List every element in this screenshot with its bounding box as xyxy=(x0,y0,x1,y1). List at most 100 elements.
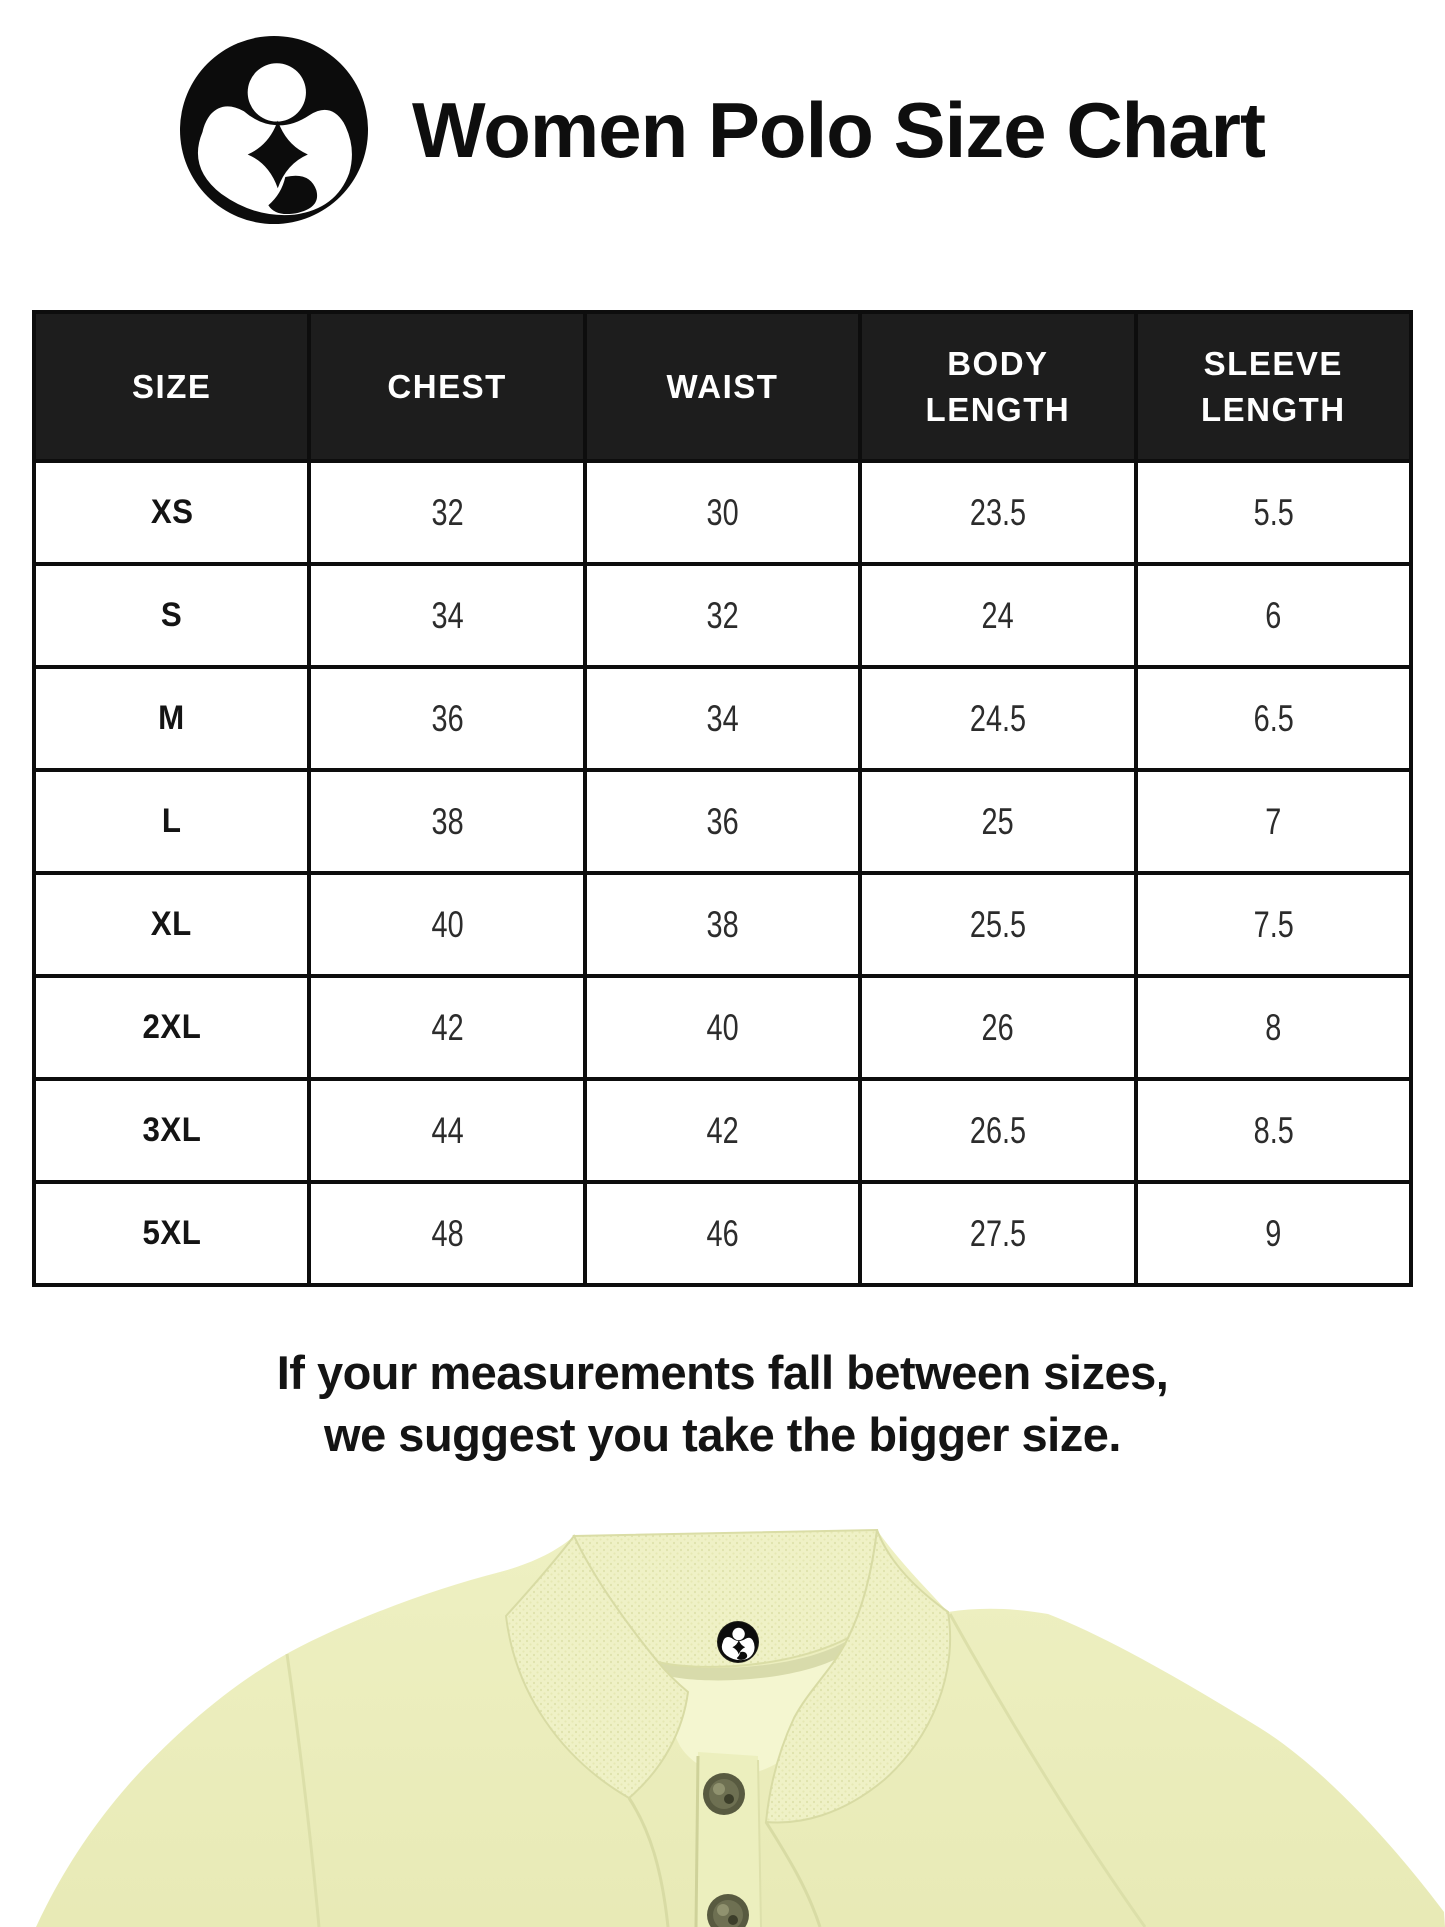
size-label: XS xyxy=(150,493,194,531)
left-collar-crease xyxy=(627,1797,670,1927)
value-text: 40 xyxy=(431,903,464,945)
chest-cell: 44 xyxy=(307,1077,587,1184)
column-header-waist: WAIST xyxy=(582,310,863,463)
value-text: 6.5 xyxy=(1253,697,1294,739)
value-text: 5.5 xyxy=(1253,491,1294,533)
column-label: WAIST xyxy=(666,367,779,405)
sleeve-length-cell: 7 xyxy=(1133,768,1414,875)
body-length-cell: 25.5 xyxy=(858,871,1138,978)
body-length-cell: 24.5 xyxy=(858,665,1138,772)
column-header-body-length: BODY LENGTH xyxy=(858,310,1138,463)
waist-cell: 30 xyxy=(582,459,863,566)
chest-cell: 36 xyxy=(307,665,587,772)
value-text: 34 xyxy=(706,697,739,739)
polo-button xyxy=(703,1773,745,1815)
value-text: 9 xyxy=(1265,1212,1282,1254)
right-sleeve-seam xyxy=(948,1613,1147,1927)
table-header-row: SIZE CHEST WAIST BODY LENGTH SLEEVE LENG… xyxy=(31,310,1414,463)
value-text: 36 xyxy=(431,697,464,739)
size-cell: L xyxy=(31,768,312,875)
body-length-cell: 23.5 xyxy=(858,459,1138,566)
value-text: 42 xyxy=(706,1109,739,1151)
value-text: 30 xyxy=(706,491,739,533)
size-chart-table: SIZE CHEST WAIST BODY LENGTH SLEEVE LENG… xyxy=(31,310,1414,1287)
size-label: S xyxy=(161,596,183,634)
chest-cell: 38 xyxy=(307,768,587,875)
size-label: 5XL xyxy=(142,1214,202,1252)
chest-cell: 40 xyxy=(307,871,587,978)
size-label: XL xyxy=(151,905,193,943)
sizing-note-line1: If your measurements fall between sizes, xyxy=(276,1346,1169,1399)
table-row: S 34 32 24 6 xyxy=(31,562,1414,669)
value-text: 8 xyxy=(1265,1006,1282,1048)
brand-logo-icon xyxy=(180,36,368,224)
page-title: Women Polo Size Chart xyxy=(412,85,1266,174)
column-header-size: SIZE xyxy=(31,310,312,463)
column-header-chest: CHEST xyxy=(307,310,587,463)
size-cell: 3XL xyxy=(31,1077,312,1184)
column-label: SIZE xyxy=(132,367,212,405)
table-row: L 38 36 25 7 xyxy=(31,768,1414,875)
value-text: 23.5 xyxy=(969,491,1026,533)
column-label: BODY LENGTH xyxy=(925,344,1071,428)
size-cell: XL xyxy=(31,871,312,978)
waist-cell: 46 xyxy=(582,1180,863,1287)
right-collar-crease xyxy=(764,1821,822,1927)
collar-fold-shadow xyxy=(658,1642,845,1681)
left-sleeve-seam xyxy=(285,1653,321,1927)
size-cell: 2XL xyxy=(31,974,312,1081)
brand-header: Women Polo Size Chart xyxy=(0,36,1445,224)
chest-cell: 34 xyxy=(307,562,587,669)
value-text: 34 xyxy=(431,594,464,636)
neck-tag-logo-icon xyxy=(717,1621,759,1663)
chest-cell: 48 xyxy=(307,1180,587,1287)
sizing-note-line2: we suggest you take the bigger size. xyxy=(324,1408,1121,1461)
value-text: 48 xyxy=(431,1212,464,1254)
polo-button xyxy=(707,1894,749,1927)
table-row: 3XL 44 42 26.5 8.5 xyxy=(31,1077,1414,1184)
value-text: 32 xyxy=(431,491,464,533)
waist-cell: 34 xyxy=(582,665,863,772)
polo-shirt-image xyxy=(36,1528,1445,1927)
value-text: 6 xyxy=(1265,594,1282,636)
value-text: 7.5 xyxy=(1253,903,1294,945)
sleeve-length-cell: 7.5 xyxy=(1133,871,1414,978)
value-text: 26 xyxy=(981,1006,1014,1048)
size-label: 3XL xyxy=(142,1111,202,1149)
chest-cell: 32 xyxy=(307,459,587,566)
sleeve-length-cell: 8.5 xyxy=(1133,1077,1414,1184)
sleeve-length-cell: 6.5 xyxy=(1133,665,1414,772)
waist-cell: 40 xyxy=(582,974,863,1081)
sleeve-length-cell: 5.5 xyxy=(1133,459,1414,566)
size-cell: M xyxy=(31,665,312,772)
size-cell: S xyxy=(31,562,312,669)
waist-cell: 42 xyxy=(582,1077,863,1184)
sleeve-length-cell: 8 xyxy=(1133,974,1414,1081)
sizing-note: If your measurements fall between sizes,… xyxy=(0,1342,1445,1466)
value-text: 44 xyxy=(431,1109,464,1151)
value-text: 27.5 xyxy=(969,1212,1026,1254)
sleeve-length-cell: 6 xyxy=(1133,562,1414,669)
value-text: 26.5 xyxy=(969,1109,1026,1151)
column-label: SLEEVE LENGTH xyxy=(1200,344,1346,428)
placket-left-seam xyxy=(694,1755,700,1927)
placket-right-seam xyxy=(757,1759,762,1927)
body-length-cell: 27.5 xyxy=(858,1180,1138,1287)
value-text: 40 xyxy=(706,1006,739,1048)
column-label: CHEST xyxy=(387,367,507,405)
value-text: 7 xyxy=(1265,800,1282,842)
value-text: 38 xyxy=(706,903,739,945)
table-row: XL 40 38 25.5 7.5 xyxy=(31,871,1414,978)
body-length-cell: 26.5 xyxy=(858,1077,1138,1184)
size-cell: XS xyxy=(31,459,312,566)
body-length-cell: 26 xyxy=(858,974,1138,1081)
collar-left-flap xyxy=(504,1534,690,1800)
value-text: 24 xyxy=(981,594,1014,636)
waist-cell: 36 xyxy=(582,768,863,875)
value-text: 32 xyxy=(706,594,739,636)
value-text: 8.5 xyxy=(1253,1109,1294,1151)
size-label: 2XL xyxy=(142,1008,202,1046)
size-cell: 5XL xyxy=(31,1180,312,1287)
value-text: 25.5 xyxy=(969,903,1026,945)
